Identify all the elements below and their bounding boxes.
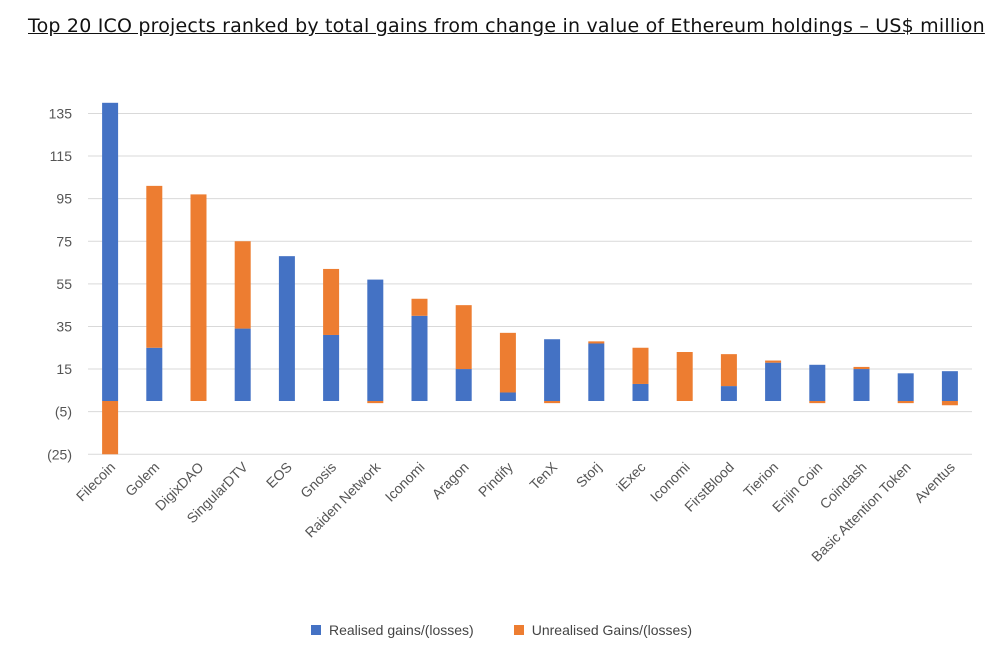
y-tick-label: 135 bbox=[49, 105, 73, 121]
bar-unrealised bbox=[411, 298, 428, 316]
x-tick-label: iExec bbox=[613, 459, 649, 495]
bar-unrealised bbox=[544, 401, 561, 404]
x-tick-label: Golem bbox=[122, 459, 162, 499]
x-tick-label: Iconomi bbox=[382, 459, 428, 505]
y-tick-label: 55 bbox=[56, 276, 72, 292]
bar-realised bbox=[632, 383, 649, 401]
bar-realised bbox=[499, 392, 516, 401]
bar-realised bbox=[941, 371, 958, 401]
x-tick-label: Raiden Network bbox=[302, 458, 384, 540]
y-tick-label: 95 bbox=[56, 191, 72, 207]
legend-label-unrealised: Unrealised Gains/(losses) bbox=[531, 622, 693, 638]
bar-realised bbox=[765, 362, 782, 401]
bar-realised bbox=[278, 256, 295, 401]
bar-realised bbox=[853, 369, 870, 401]
bar-unrealised bbox=[234, 241, 251, 329]
legend-swatch-realised bbox=[310, 625, 321, 635]
y-axis-ticks: 135 115 95 75 55 35 15 (5) (25) bbox=[47, 105, 72, 462]
x-tick-label: Gnosis bbox=[297, 459, 339, 501]
bar-unrealised bbox=[853, 366, 870, 370]
bars bbox=[102, 102, 958, 455]
legend-label-realised: Realised gains/(losses) bbox=[328, 622, 474, 638]
legend-swatch-unrealised bbox=[513, 625, 524, 635]
bar-realised bbox=[234, 328, 251, 401]
bar-unrealised bbox=[676, 352, 693, 401]
x-tick-label: Tierion bbox=[740, 459, 781, 500]
bar-unrealised bbox=[190, 194, 207, 401]
bar-unrealised bbox=[588, 341, 605, 344]
bar-realised bbox=[544, 339, 561, 401]
bar-realised bbox=[411, 315, 428, 401]
legend-item-unrealised: Unrealised Gains/(losses) bbox=[513, 622, 693, 638]
bar-realised bbox=[102, 102, 119, 402]
bar-unrealised bbox=[897, 401, 914, 404]
bar-unrealised bbox=[765, 360, 782, 363]
y-tick-label: (5) bbox=[55, 404, 72, 420]
bar-realised bbox=[367, 279, 384, 401]
bar-unrealised bbox=[323, 268, 340, 335]
x-tick-label: Aventus bbox=[911, 459, 958, 506]
bar-realised bbox=[455, 369, 472, 401]
x-tick-label: TenX bbox=[526, 458, 560, 492]
bar-unrealised bbox=[632, 347, 649, 384]
chart-title: Top 20 ICO projects ranked by total gain… bbox=[28, 15, 985, 37]
y-tick-label: 75 bbox=[56, 233, 72, 249]
bar-unrealised bbox=[499, 332, 516, 393]
bar-unrealised bbox=[367, 401, 384, 404]
x-tick-label: Storj bbox=[573, 459, 605, 491]
bar-realised bbox=[323, 334, 340, 401]
y-tick-label: (25) bbox=[47, 446, 72, 462]
bar-realised bbox=[809, 364, 826, 401]
bar-unrealised bbox=[720, 354, 737, 387]
y-tick-label: 15 bbox=[56, 361, 72, 377]
bar-unrealised bbox=[941, 401, 958, 406]
legend: Realised gains/(losses) Unrealised Gains… bbox=[0, 622, 1003, 638]
bar-realised bbox=[720, 386, 737, 401]
bar-unrealised bbox=[102, 401, 119, 455]
bar-unrealised bbox=[455, 305, 472, 370]
bar-realised bbox=[897, 373, 914, 401]
bar-unrealised bbox=[809, 401, 826, 404]
x-tick-label: Aragon bbox=[429, 459, 472, 502]
bar-realised bbox=[588, 343, 605, 401]
y-tick-label: 115 bbox=[50, 148, 73, 164]
gridlines bbox=[88, 112, 972, 455]
x-tick-label: EOS bbox=[263, 459, 295, 491]
y-tick-label: 35 bbox=[56, 318, 72, 334]
bar-realised bbox=[146, 347, 163, 401]
bar-unrealised bbox=[146, 185, 163, 348]
x-tick-label: Filecoin bbox=[73, 459, 118, 504]
x-tick-label: Pindify bbox=[475, 459, 516, 500]
legend-item-realised: Realised gains/(losses) bbox=[310, 622, 474, 638]
